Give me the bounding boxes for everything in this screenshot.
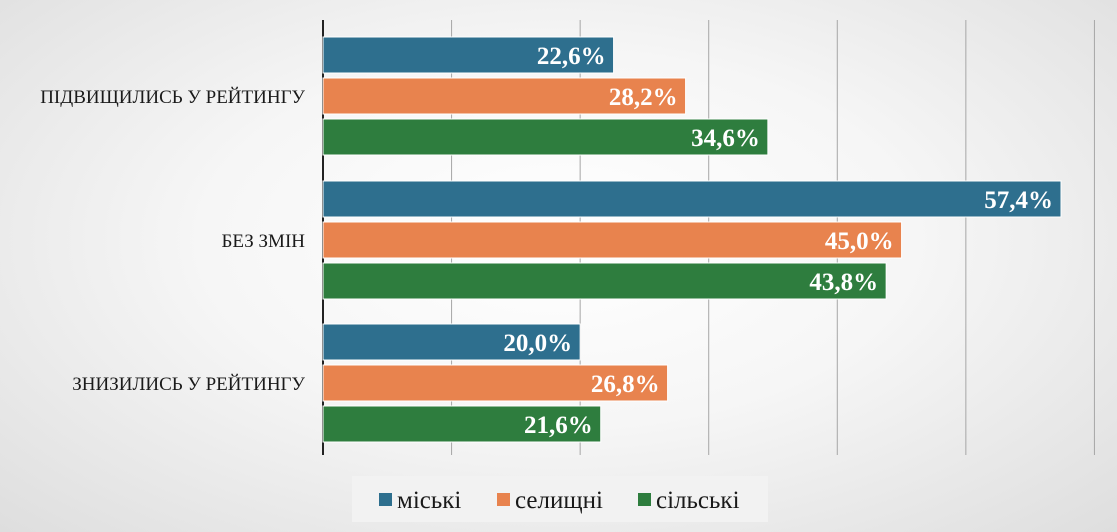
data-label: 21,6%	[524, 412, 593, 439]
category-label: ЗНИЗИЛИСЬ У РЕЙТИНГУ	[72, 374, 305, 395]
data-label: 28,2%	[609, 84, 678, 111]
data-label: 34,6%	[691, 125, 760, 152]
legend-label: селищні	[515, 487, 603, 514]
bar	[322, 77, 687, 115]
data-labels: 22,6%28,2% 34,6% 57,4% 45,0% 43,8% 20,0% 26,8%…	[503, 43, 1053, 439]
category-label: ПІДВИЩИЛИСЬ У РЕЙТИНГУ	[40, 87, 305, 108]
legend-swatch	[497, 493, 510, 506]
bar	[322, 405, 602, 443]
bar	[322, 221, 903, 259]
legend-box	[352, 476, 768, 522]
data-label: 26,8%	[591, 371, 660, 398]
legend-label: сільські	[656, 487, 740, 514]
category-labels: ПІДВИЩИЛИСЬ У РЕЙТИНГУ БЕЗ ЗМІН ЗНИЗИЛИСЬ …	[40, 87, 305, 395]
data-label: 20,0%	[503, 330, 572, 357]
data-label: 22,6%	[537, 43, 606, 70]
bar	[322, 118, 769, 156]
bar	[322, 262, 887, 300]
legend-swatch	[638, 493, 651, 506]
legend-label: міські	[397, 487, 461, 514]
bars	[322, 36, 1062, 443]
legend-swatch	[379, 493, 392, 506]
bar	[322, 36, 615, 74]
data-label: 45,0%	[825, 228, 894, 255]
data-label: 57,4%	[984, 187, 1053, 214]
legend: міські селищні сільські	[352, 476, 768, 522]
bar	[322, 180, 1062, 218]
category-label: БЕЗ ЗМІН	[222, 231, 306, 252]
bar	[322, 364, 669, 402]
bar	[322, 323, 581, 361]
data-label: 43,8%	[809, 269, 878, 296]
